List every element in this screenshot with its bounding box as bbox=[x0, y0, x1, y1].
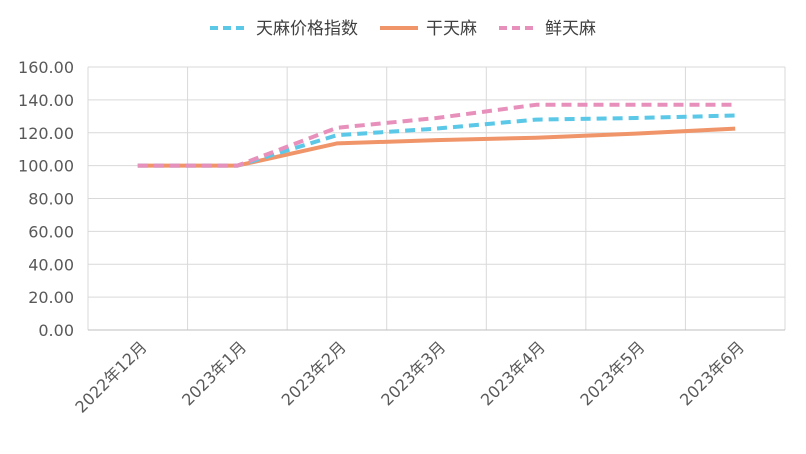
grid bbox=[87, 66, 786, 331]
legend-label: 天麻价格指数 bbox=[256, 19, 358, 39]
legend-item[interactable]: 鲜天麻 bbox=[499, 19, 596, 39]
y-tick-label: 140.00 bbox=[18, 91, 74, 110]
y-tick-label: 100.00 bbox=[18, 157, 74, 176]
y-tick-label: 160.00 bbox=[18, 58, 74, 77]
legend-item[interactable]: 天麻价格指数 bbox=[210, 19, 358, 39]
legend-label: 鲜天麻 bbox=[545, 19, 596, 39]
y-tick-label: 0.00 bbox=[38, 321, 74, 340]
legend: 天麻价格指数 干天麻 鲜天麻 bbox=[210, 19, 596, 39]
y-axis: 0.00 20.00 40.00 60.00 80.00 100.00 120.00 140.… bbox=[18, 58, 74, 340]
series-layer bbox=[137, 102, 736, 168]
y-tick-label: 60.00 bbox=[28, 222, 74, 241]
y-tick-label: 40.00 bbox=[28, 255, 74, 274]
legend-label: 干天麻 bbox=[426, 19, 477, 39]
y-tick-label: 80.00 bbox=[28, 190, 74, 209]
series-line-2 bbox=[137, 102, 736, 168]
legend-item[interactable]: 干天麻 bbox=[380, 19, 477, 39]
y-tick-label: 20.00 bbox=[28, 288, 74, 307]
y-tick-label: 120.00 bbox=[18, 124, 74, 143]
